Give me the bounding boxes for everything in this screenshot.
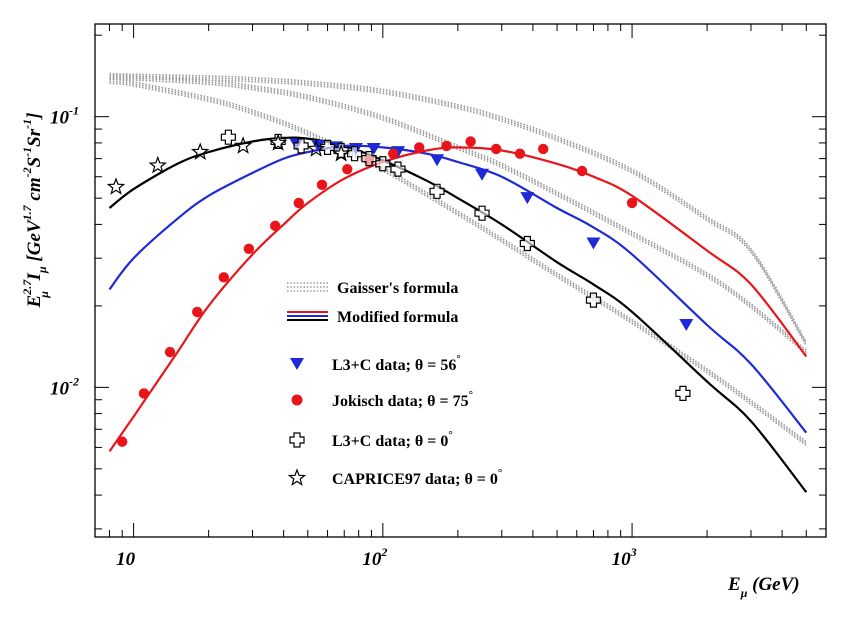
- marker-jokisch-75: [626, 197, 638, 209]
- marker-l3c-0: [675, 385, 691, 401]
- marker-l3c-0: [429, 183, 445, 199]
- curve-gaisser-s-formula-0-strand-1: [109, 78, 807, 443]
- y-axis-label: E2.7 μ Iμ [GeV1.7 cm-2S-1Sr-1]: [20, 113, 51, 309]
- legend: Gaisser's formula Modified formula L3+C …: [287, 280, 502, 488]
- legend-jokisch-marker: [291, 394, 303, 406]
- marker-l3c-56: [430, 154, 445, 167]
- marker-caprice97: [233, 136, 253, 154]
- marker-caprice97: [306, 139, 326, 157]
- marker-jokisch-75: [164, 346, 176, 358]
- curve-gaisser-s-formula-56-strand-2: [109, 76, 807, 353]
- marker-l3c-0: [474, 205, 490, 221]
- curve-modified-formula-75: [108, 146, 808, 453]
- legend-modified-label: Modified formula: [337, 309, 458, 326]
- marker-jokisch-75: [465, 136, 476, 147]
- legend-l3c0-label: L3+C data; θ = 0°: [332, 429, 453, 450]
- marker-caprice97: [148, 155, 168, 174]
- y-tick-label: 10-1: [50, 104, 79, 129]
- marker-jokisch-75: [576, 165, 588, 177]
- marker-l3c-56: [679, 318, 694, 331]
- marker-caprice97: [331, 144, 351, 162]
- marker-l3c-56: [366, 142, 381, 155]
- marker-l3c-0: [585, 292, 602, 308]
- legend-l3c56-marker: [290, 358, 304, 370]
- marker-l3c-0: [390, 161, 406, 177]
- markers-group: [106, 129, 694, 447]
- marker-jokisch-75: [293, 197, 304, 209]
- marker-l3c-0: [519, 235, 535, 252]
- marker-caprice97: [268, 133, 288, 151]
- curve-gaisser-s-formula-75-strand-1: [109, 72, 807, 343]
- legend-l3c56-label: L3+C data; θ = 56°: [332, 353, 461, 374]
- marker-jokisch-75: [414, 142, 425, 153]
- marker-l3c-0: [220, 129, 236, 145]
- curve-gaisser-s-formula-0-strand-2: [109, 80, 807, 445]
- marker-jokisch-75: [441, 140, 452, 152]
- marker-jokisch-75: [117, 436, 128, 447]
- legend-caprice-marker: [287, 468, 307, 486]
- marker-jokisch-75: [316, 179, 328, 191]
- legend-jokisch-label: Jokisch data; θ = 75°: [332, 389, 473, 410]
- curve-gaisser-s-formula-0-strand-3: [109, 82, 807, 447]
- legend-l3c0-marker: [289, 432, 305, 448]
- legend-star-shape: [287, 468, 307, 486]
- y-tick-label: 10-2: [50, 374, 79, 399]
- marker-jokisch-75: [387, 148, 399, 159]
- marker-jokisch-75: [192, 306, 203, 318]
- marker-l3c-0: [361, 151, 377, 167]
- marker-l3c-0: [375, 156, 391, 172]
- marker-jokisch-75: [538, 143, 549, 155]
- x-tick-label: 102: [362, 545, 387, 570]
- marker-jokisch-75: [138, 388, 150, 399]
- marker-jokisch-75: [270, 220, 281, 232]
- marker-jokisch-75: [342, 163, 353, 175]
- marker-l3c-56: [475, 168, 490, 181]
- marker-jokisch-75: [490, 143, 502, 155]
- curve-modified-formula-0: [108, 136, 808, 493]
- marker-caprice97: [190, 142, 210, 161]
- marker-jokisch-75: [243, 243, 255, 255]
- ticks-group: 10 102 103 10-1 10-2: [50, 24, 827, 570]
- marker-l3c-0: [293, 138, 309, 154]
- marker-l3c-0: [319, 139, 336, 156]
- plot-frame: [94, 23, 827, 538]
- x-tick-label: 103: [612, 545, 637, 570]
- marker-jokisch-75: [514, 148, 526, 159]
- x-tick-label: 10: [116, 549, 136, 570]
- curves-group: [108, 72, 808, 493]
- legend-gaisser-label: Gaisser's formula: [337, 280, 458, 297]
- legend-caprice-label: CAPRICE97 data; θ = 0°: [332, 467, 502, 488]
- marker-caprice97: [106, 177, 126, 195]
- marker-l3c-56: [520, 192, 535, 205]
- marker-l3c-0: [333, 142, 349, 159]
- curve-gaisser-s-formula-75-strand-3: [109, 76, 807, 347]
- plot-frame-group: [94, 23, 827, 538]
- x-axis-label: Eμ (GeV): [727, 574, 800, 600]
- marker-l3c-56: [586, 237, 601, 250]
- marker-jokisch-75: [218, 272, 229, 283]
- curve-gaisser-s-formula-75-strand-2: [109, 74, 807, 345]
- curve-gaisser-s-formula-56-strand-3: [109, 78, 807, 355]
